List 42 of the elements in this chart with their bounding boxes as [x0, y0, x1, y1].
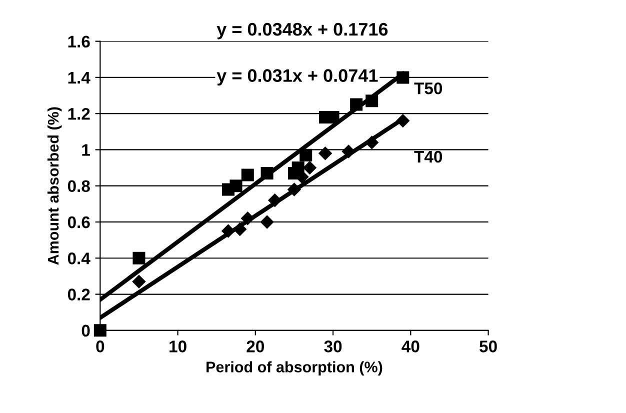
y-tick-label: 1	[82, 144, 90, 156]
point	[268, 194, 282, 207]
text: y = 0.0348x + 0.1716	[216, 22, 388, 40]
point	[94, 324, 106, 337]
y-axis-title: Amount absorbed (%)	[47, 107, 62, 265]
point	[303, 161, 316, 174]
x-axis-title: Period of absorption (%)	[206, 361, 382, 376]
point	[342, 144, 356, 158]
point	[222, 224, 235, 238]
y-tick-label: 1.4	[68, 72, 90, 84]
x-tick-label: 30	[324, 340, 342, 352]
point	[350, 98, 363, 111]
y-tick-label: 1.6	[68, 36, 90, 48]
point	[396, 114, 410, 128]
y-tick-label: 0.8	[68, 180, 90, 192]
x-tick-label: 20	[246, 340, 264, 352]
point	[396, 71, 410, 84]
point	[132, 275, 146, 288]
point	[230, 180, 242, 192]
point	[288, 182, 301, 196]
point	[241, 212, 254, 225]
point	[318, 146, 332, 160]
point	[241, 168, 254, 182]
series-label: T50	[414, 82, 442, 94]
point	[260, 166, 274, 180]
point	[260, 215, 274, 229]
point	[365, 136, 378, 150]
x-tick-label: 10	[170, 340, 186, 352]
series-label: T40	[414, 150, 442, 163]
x-tick-label: 0	[96, 340, 104, 352]
y-tick-label: 0	[82, 324, 90, 337]
point	[300, 148, 312, 162]
y-tick-label: 0.4	[68, 252, 90, 264]
annotation: y = 0.031x + 0.0741	[216, 69, 378, 86]
point	[132, 252, 146, 264]
x-tick-label: 40	[402, 340, 420, 352]
point	[366, 94, 378, 108]
point	[233, 222, 246, 236]
y-tick-label: 0.6	[68, 216, 90, 228]
x-tick-label: 50	[480, 340, 497, 352]
y-tick-label: 0.2	[68, 288, 90, 300]
y-tick-label: 1.2	[68, 108, 90, 120]
